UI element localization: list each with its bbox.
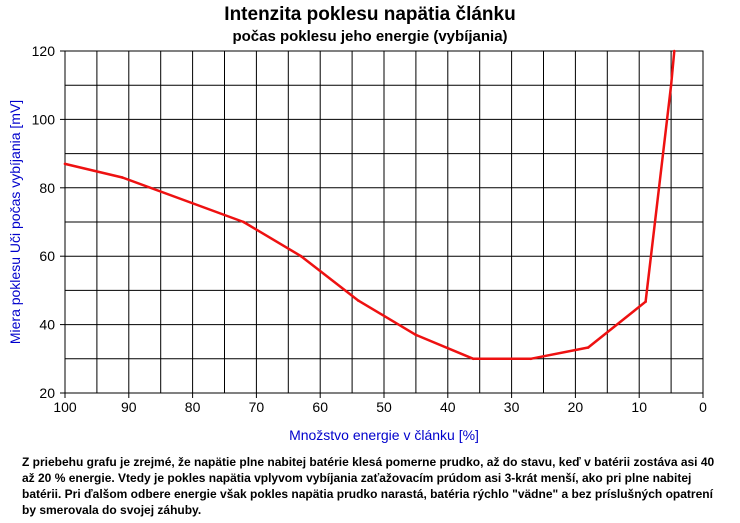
x-tick-label: 60 xyxy=(312,399,328,415)
x-tick-label: 80 xyxy=(185,399,201,415)
data-point xyxy=(121,176,124,179)
grid xyxy=(64,50,704,394)
x-axis-title: Množstvo energie v článku [%] xyxy=(289,427,479,443)
data-point xyxy=(299,254,303,258)
data-point xyxy=(472,357,475,361)
x-tick-label: 0 xyxy=(699,399,707,415)
x-tick-label: 30 xyxy=(504,399,520,415)
data-point xyxy=(357,299,360,302)
y-tick-label: 60 xyxy=(39,248,55,264)
data-point xyxy=(669,83,673,87)
y-axis-title: Miera poklesu Uči počas vybíjania [mV] xyxy=(7,100,23,344)
y-tick-label: 20 xyxy=(39,385,55,401)
data-point xyxy=(586,346,590,349)
y-tick-label: 120 xyxy=(32,43,56,59)
x-tick-label: 10 xyxy=(631,399,647,415)
explanatory-note: Z priebehu grafu je zrejmé, že napätie p… xyxy=(22,455,715,517)
chart-subtitle: počas poklesu jeho energie (vybíjania) xyxy=(232,28,508,45)
x-tick-label: 50 xyxy=(376,399,392,415)
x-tick-label: 20 xyxy=(568,399,584,415)
data-point xyxy=(644,300,647,303)
data-point xyxy=(529,357,533,361)
data-point xyxy=(63,162,67,166)
x-tick-label: 90 xyxy=(121,399,137,415)
y-tick-label: 80 xyxy=(39,180,55,196)
series-layer xyxy=(63,49,676,361)
x-tick-label: 40 xyxy=(440,399,456,415)
x-tick-label: 100 xyxy=(53,399,77,415)
y-tick-label: 100 xyxy=(32,111,56,127)
x-tick-label: 70 xyxy=(249,399,265,415)
series-line xyxy=(64,50,676,361)
y-tick-label: 40 xyxy=(39,317,55,333)
plot-frame xyxy=(64,50,704,394)
chart-title: Intenzita poklesu napätia článku xyxy=(224,4,516,25)
data-point xyxy=(242,220,245,224)
data-point xyxy=(414,333,418,337)
data-point xyxy=(672,49,676,53)
